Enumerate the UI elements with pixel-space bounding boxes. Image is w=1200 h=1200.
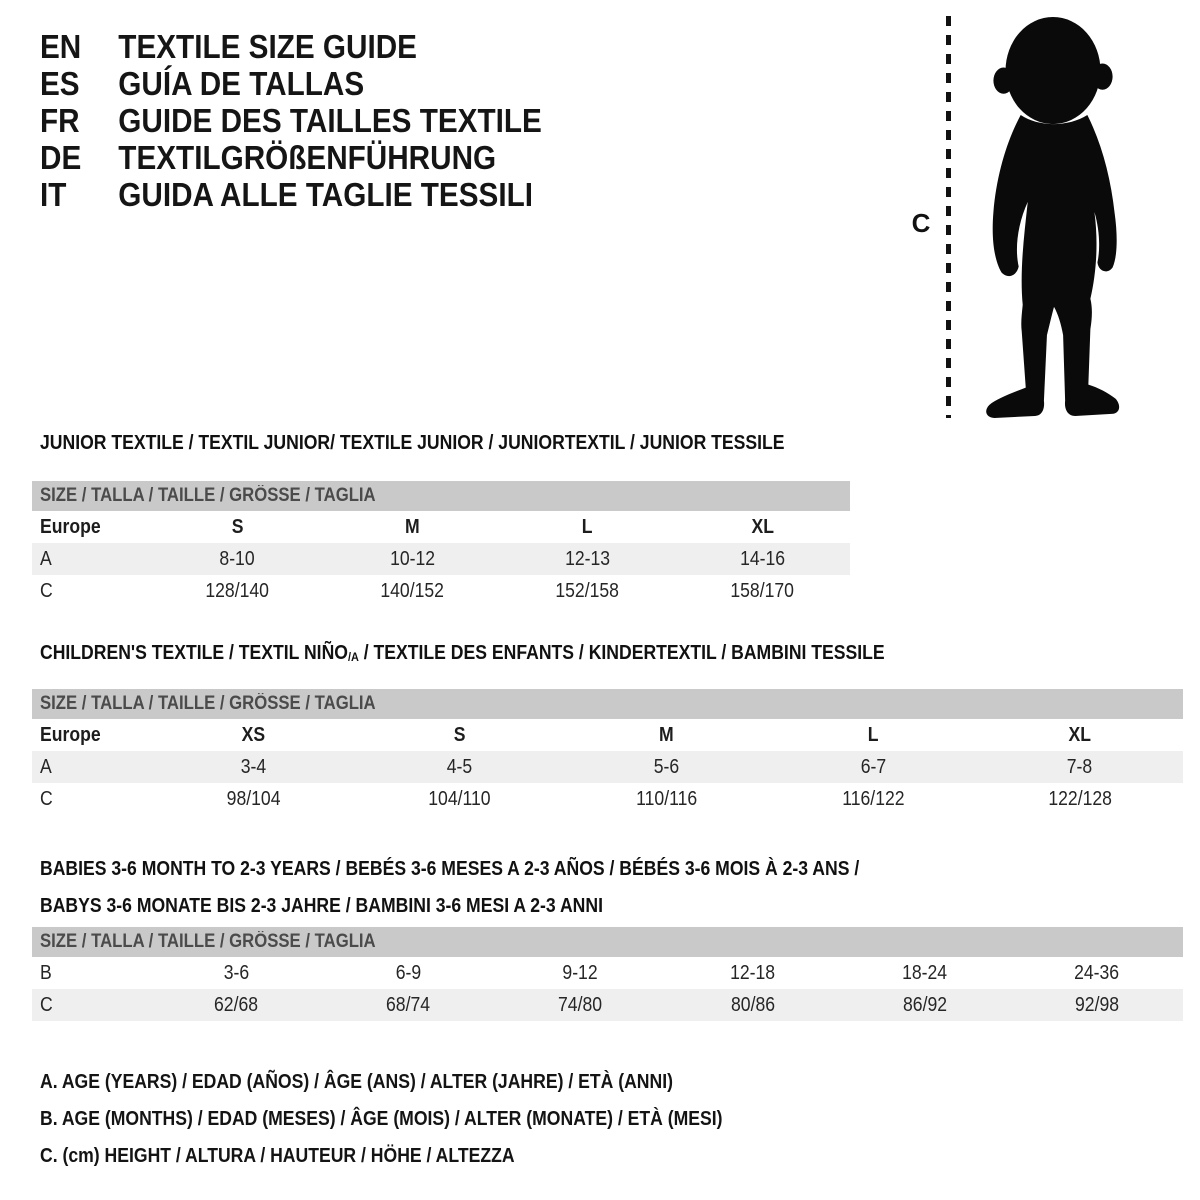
cell-value: 6-7: [860, 755, 886, 778]
cell-value: 10-12: [389, 547, 436, 570]
language-code: FR: [40, 102, 80, 139]
babies-size-table: SIZE / TALLA / TAILLE / GRÖSSE / TAGLIA …: [32, 927, 1183, 1021]
language-row: EN TEXTILE SIZE GUIDE: [40, 28, 542, 65]
junior-size-table: SIZE / TALLA / TAILLE / GRÖSSE / TAGLIA …: [32, 481, 850, 607]
cell-value: 86/92: [902, 993, 947, 1016]
cell-value: 3-6: [223, 961, 249, 984]
legend-line-b: B. AGE (MONTHS) / EDAD (MESES) / ÂGE (MO…: [40, 1108, 723, 1130]
cell-value: 110/116: [635, 787, 697, 810]
children-row-europe: Europe XS S M L XL: [32, 719, 1183, 751]
size-label: L: [582, 515, 593, 538]
children-size-table: SIZE / TALLA / TAILLE / GRÖSSE / TAGLIA …: [32, 689, 1183, 815]
language-header: EN TEXTILE SIZE GUIDE ES GUÍA DE TALLAS …: [40, 28, 542, 213]
title-subscript: /A: [347, 650, 359, 665]
cell-value: 14-16: [739, 547, 786, 570]
babies-title-line2: BABYS 3-6 MONATE BIS 2-3 JAHRE / BAMBINI…: [40, 895, 603, 917]
cell-value: 74/80: [558, 993, 603, 1016]
measure-legend: A. AGE (YEARS) / EDAD (AÑOS) / ÂGE (ANS)…: [40, 1064, 816, 1175]
language-code: ES: [40, 65, 80, 102]
row-key: C: [40, 993, 53, 1016]
cell-value: 140/152: [380, 579, 445, 602]
row-key: C: [40, 787, 53, 810]
size-header-bar: SIZE / TALLA / TAILLE / GRÖSSE / TAGLIA: [32, 689, 1183, 719]
children-row-height: C 98/104 104/110 110/116 116/122 122/128: [32, 783, 1183, 815]
page-title-en: TEXTILE SIZE GUIDE: [118, 28, 417, 65]
children-row-age: A 3-4 4-5 5-6 6-7 7-8: [32, 751, 1183, 783]
cell-value: 80/86: [730, 993, 775, 1016]
language-row: ES GUÍA DE TALLAS: [40, 65, 542, 102]
cell-value: 12-18: [730, 961, 776, 984]
row-key: B: [40, 961, 52, 984]
cell-value: 3-4: [240, 755, 267, 778]
row-key: C: [40, 579, 53, 602]
cell-value: 24-36: [1074, 961, 1120, 984]
junior-row-europe: Europe S M L XL: [32, 511, 850, 543]
language-code: IT: [40, 176, 67, 213]
junior-row-age: A 8-10 10-12 12-13 14-16: [32, 543, 850, 575]
row-key: A: [40, 547, 52, 570]
cell-value: 7-8: [1066, 755, 1093, 778]
page-title-es: GUÍA DE TALLAS: [118, 65, 365, 102]
language-row: IT GUIDA ALLE TAGLIE TESSILI: [40, 176, 542, 213]
page-title-de: TEXTILGRÖßENFÜHRUNG: [118, 139, 497, 176]
cell-value: 116/122: [841, 787, 905, 810]
cell-value: 128/140: [205, 579, 270, 602]
language-row: FR GUIDE DES TAILLES TEXTILE: [40, 102, 542, 139]
measure-label-c: C: [911, 208, 931, 238]
junior-row-height: C 128/140 140/152 152/158 158/170: [32, 575, 850, 607]
row-key: Europe: [40, 723, 101, 746]
size-label: XS: [241, 723, 266, 746]
cell-value: 12-13: [564, 547, 611, 570]
cell-value: 5-6: [653, 755, 680, 778]
cell-value: 18-24: [902, 961, 948, 984]
size-label: XL: [1068, 723, 1091, 746]
junior-section-title: JUNIOR TEXTILE / TEXTIL JUNIOR/ TEXTILE …: [40, 432, 785, 454]
baby-silhouette: [986, 17, 1120, 418]
cell-value: 8-10: [219, 547, 256, 570]
cell-value: 158/170: [730, 579, 795, 602]
cell-value: 62/68: [214, 993, 259, 1016]
size-header-bar: SIZE / TALLA / TAILLE / GRÖSSE / TAGLIA: [32, 481, 850, 511]
cell-value: 98/104: [226, 787, 281, 810]
size-label: XL: [751, 515, 774, 538]
language-code: EN: [40, 28, 82, 65]
babies-title-line1: BABIES 3-6 MONTH TO 2-3 YEARS / BEBÉS 3-…: [40, 858, 860, 880]
size-header-bar: SIZE / TALLA / TAILLE / GRÖSSE / TAGLIA: [32, 927, 1183, 957]
cell-value: 68/74: [386, 993, 431, 1016]
cell-value: 152/158: [555, 579, 620, 602]
size-label: S: [231, 515, 244, 538]
language-row: DE TEXTILGRÖßENFÜHRUNG: [40, 139, 542, 176]
cell-value: 9-12: [562, 961, 599, 984]
height-measure-dashed-line: [946, 16, 951, 418]
cell-value: 92/98: [1074, 993, 1119, 1016]
cell-value: 6-9: [395, 961, 421, 984]
row-key: A: [40, 755, 52, 778]
legend-line-a: A. AGE (YEARS) / EDAD (AÑOS) / ÂGE (ANS)…: [40, 1071, 673, 1093]
cell-value: 4-5: [447, 755, 473, 778]
babies-row-age-months: B 3-6 6-9 9-12 12-18 18-24 24-36: [32, 957, 1183, 989]
cell-value: 104/110: [428, 787, 492, 810]
legend-line-c: C. (cm) HEIGHT / ALTURA / HAUTEUR / HÖHE…: [40, 1145, 515, 1167]
size-label: M: [659, 723, 674, 746]
children-section-title: CHILDREN'S TEXTILE / TEXTIL NIÑO/A / TEX…: [40, 642, 885, 665]
language-code: DE: [40, 139, 82, 176]
row-key: Europe: [40, 515, 101, 538]
size-label: L: [867, 723, 879, 746]
page-title-it: GUIDA ALLE TAGLIE TESSILI: [118, 176, 534, 213]
babies-section-title: BABIES 3-6 MONTH TO 2-3 YEARS / BEBÉS 3-…: [40, 851, 971, 925]
cell-value: 122/128: [1047, 787, 1112, 810]
babies-row-height: C 62/68 68/74 74/80 80/86 86/92 92/98: [32, 989, 1183, 1021]
size-label: M: [405, 515, 420, 538]
page-title-fr: GUIDE DES TAILLES TEXTILE: [118, 102, 542, 139]
size-label: S: [454, 723, 466, 746]
